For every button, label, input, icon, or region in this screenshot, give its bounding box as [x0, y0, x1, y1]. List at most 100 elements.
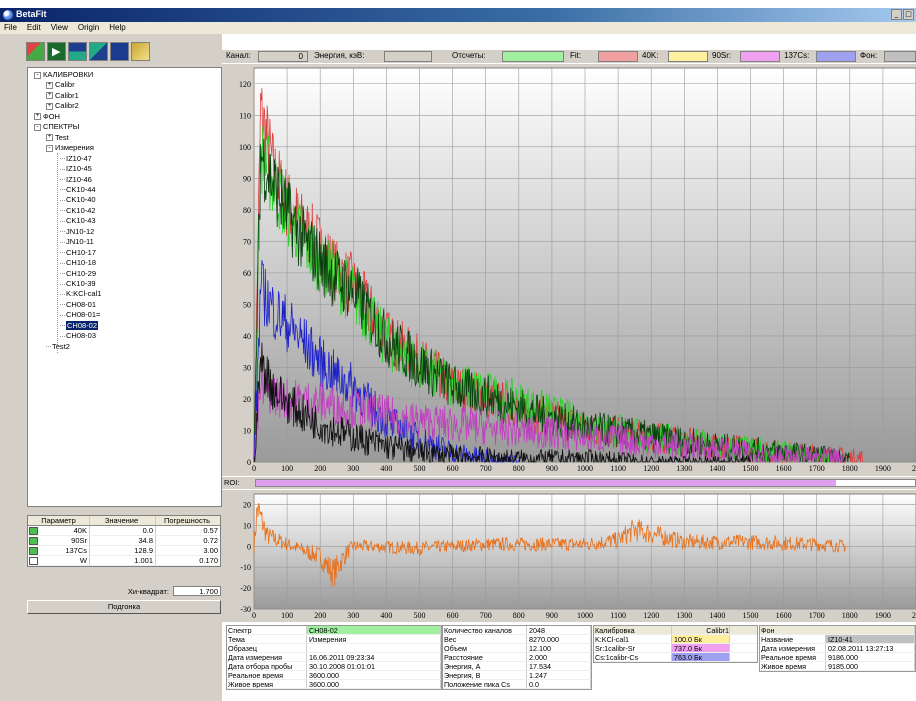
- tree-node[interactable]: - КАЛИБРОВКИ: [34, 70, 93, 80]
- tree-node[interactable]: - СПЕКТРЫ: [34, 122, 79, 132]
- param-value[interactable]: 128.9: [90, 546, 156, 555]
- info-row: Дата отбора пробы 30.10.2008 01:01:01: [227, 662, 441, 671]
- expand-icon[interactable]: +: [46, 81, 53, 89]
- x-tick-label: 500: [414, 611, 426, 620]
- expand-icon[interactable]: +: [46, 134, 53, 142]
- tree-node[interactable]: CK10-44: [60, 185, 96, 195]
- y-tick-label: -30: [240, 605, 251, 614]
- roi-fill[interactable]: [256, 480, 836, 486]
- param-value[interactable]: 34.8: [90, 536, 156, 545]
- roi-slider[interactable]: [255, 479, 916, 487]
- tree-node[interactable]: CH08-03: [60, 331, 96, 341]
- tree-node[interactable]: K:KCl-cal1: [60, 289, 101, 299]
- param-checkbox[interactable]: [29, 556, 38, 565]
- tree-node[interactable]: CH10-29: [60, 269, 96, 279]
- menu-help[interactable]: Help: [109, 23, 126, 32]
- minimize-button[interactable]: _: [891, 9, 902, 20]
- x-tick-label: 600: [447, 611, 459, 620]
- menu-view[interactable]: View: [50, 23, 68, 32]
- tree-node[interactable]: CK10-43: [60, 216, 96, 226]
- tree-node[interactable]: + ФОН: [34, 112, 60, 122]
- menu-edit[interactable]: Edit: [26, 23, 41, 32]
- tree-node[interactable]: CK10-39: [60, 279, 96, 289]
- tree-connector: [60, 283, 65, 285]
- sr90-swatch: [740, 51, 780, 62]
- tree-node[interactable]: + Calibr: [46, 80, 75, 90]
- tree-node[interactable]: CH10-18: [60, 258, 96, 268]
- table-header-cell: Фон: [760, 626, 915, 634]
- x-tick-label: 100: [281, 464, 293, 473]
- collapse-icon[interactable]: -: [34, 123, 41, 131]
- spectrum-series-line: [253, 260, 520, 464]
- info-key: Тема: [227, 635, 307, 643]
- info-row: Положение пика Cs 0.0: [443, 680, 591, 689]
- tree-node[interactable]: CH08-01=: [60, 310, 100, 320]
- info-key: Название: [760, 635, 826, 643]
- y-tick-label: 80: [243, 206, 251, 215]
- tree-node[interactable]: - Измерения: [46, 143, 94, 153]
- residual-plot-svg[interactable]: 0 100 200 300 400 500 600 700 800 900 1000 1100 1200…: [222, 490, 916, 622]
- param-row[interactable]: 90Sr 34.8 0.72: [28, 536, 220, 546]
- tree-node[interactable]: IZ10-46: [60, 175, 92, 185]
- expand-icon[interactable]: +: [46, 92, 53, 100]
- param-error: 0.170: [199, 556, 218, 565]
- y-tick-label: 30: [243, 363, 251, 372]
- collapse-icon[interactable]: -: [34, 71, 41, 79]
- run-icon[interactable]: [47, 42, 66, 61]
- add-spectrum-icon[interactable]: [26, 42, 45, 61]
- save-icon[interactable]: [68, 42, 87, 61]
- y-tick-label: 0: [247, 542, 251, 551]
- tree-node[interactable]: CH10-17: [60, 248, 96, 258]
- param-checkbox[interactable]: [29, 526, 38, 535]
- tree-node[interactable]: CK10-42: [60, 206, 96, 216]
- param-checkbox[interactable]: [29, 536, 38, 545]
- maximize-button[interactable]: □: [903, 9, 914, 20]
- tree-node[interactable]: + Calibr2: [46, 101, 79, 111]
- param-row[interactable]: 137Cs 128.9 3.00: [28, 546, 220, 556]
- fit-button[interactable]: Подгонка: [27, 600, 221, 614]
- param-value[interactable]: 0.0: [90, 526, 156, 535]
- table-header-row: Калибровка Calibr1: [594, 626, 757, 635]
- tree-node[interactable]: Test2: [46, 342, 70, 352]
- tree-node[interactable]: CH08-01: [60, 300, 96, 310]
- tree-node-label: CH08-03: [66, 331, 97, 341]
- param-value[interactable]: 1.001: [90, 556, 156, 565]
- parameter-table: Параметр Значение Погрешность 40K 0.0 0.57…: [27, 515, 221, 567]
- tree-node-label: CK10-40: [66, 195, 96, 205]
- tree-connector: [60, 241, 65, 243]
- tree-node[interactable]: JN10-11: [60, 237, 94, 247]
- tree-node[interactable]: + Calibr1: [46, 91, 79, 101]
- export-icon[interactable]: [110, 42, 129, 61]
- expand-icon[interactable]: +: [46, 102, 53, 110]
- spectrum-plot-svg[interactable]: 0 100 200 300 400 500 600 700 800 900 1000 1100 1200…: [222, 64, 916, 476]
- spectrum-series-line: [253, 138, 851, 464]
- info-key: Живое время: [760, 662, 826, 670]
- expand-icon[interactable]: +: [34, 113, 41, 121]
- menu-origin[interactable]: Origin: [77, 23, 100, 32]
- tree-node[interactable]: JN10-12: [60, 227, 94, 237]
- tree-node[interactable]: IZ10-47: [60, 154, 92, 164]
- param-row[interactable]: W 1.001 0.170: [28, 556, 220, 566]
- tree-node[interactable]: CK10-40: [60, 195, 96, 205]
- spectra-tree[interactable]: - КАЛИБРОВКИ + Calibr + Calibr1 + Calibr2 + ФОН - С…: [27, 67, 222, 507]
- spectrum-plot[interactable]: 0 100 200 300 400 500 600 700 800 900 1000 1100 1200…: [222, 64, 916, 476]
- param-row[interactable]: 40K 0.0 0.57: [28, 526, 220, 536]
- x-tick-label: 800: [513, 464, 525, 473]
- settings-icon[interactable]: [131, 42, 150, 61]
- param-checkbox[interactable]: [29, 546, 38, 555]
- tree-node[interactable]: + Test: [46, 133, 69, 143]
- import-icon[interactable]: [89, 42, 108, 61]
- x-tick-label: 900: [546, 611, 558, 620]
- y-tick-label: 0: [247, 458, 251, 467]
- info-row: Энергия, А 17.534: [443, 662, 591, 671]
- tree-connector: [60, 158, 65, 160]
- table-header-row: Фон: [760, 626, 915, 635]
- tree-node[interactable]: CH08-02: [60, 320, 99, 331]
- tree-node[interactable]: IZ10-45: [60, 164, 92, 174]
- residual-plot[interactable]: 0 100 200 300 400 500 600 700 800 900 1000 1100 1200…: [222, 490, 916, 622]
- info-value: 9186.000: [826, 653, 915, 661]
- cs137-label: 137Cs:: [784, 51, 810, 60]
- menu-file[interactable]: File: [4, 23, 17, 32]
- collapse-icon[interactable]: -: [46, 144, 53, 152]
- info-value: 16.06.2011 09:23:34: [307, 653, 441, 661]
